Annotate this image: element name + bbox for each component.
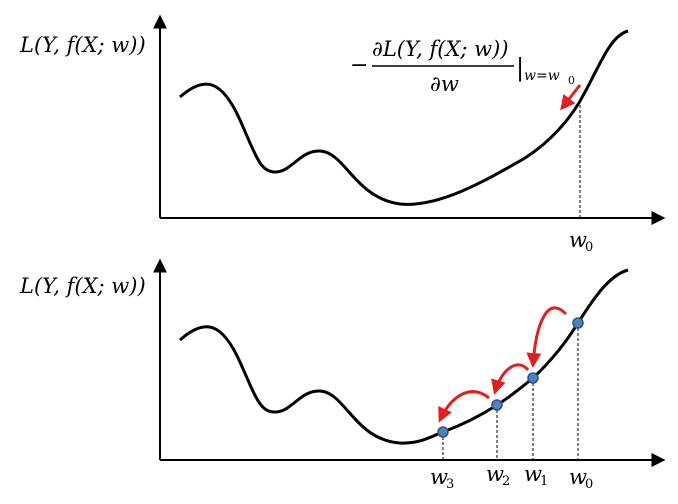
svg-text:w: w	[569, 465, 587, 489]
bottom-panel: L(Y, f(X; w)) w 3 w 2 w 1 w 0	[19, 258, 666, 492]
top-panel: L(Y, f(X; w)) − ∂L(Y, f(X; w)) ∂w | w=w …	[19, 14, 666, 255]
label-w2: w 2	[486, 462, 510, 489]
bottom-loss-curve	[179, 268, 629, 445]
top-w0-label: w 0	[569, 228, 593, 255]
svg-text:w: w	[430, 465, 448, 489]
top-loss-curve	[179, 29, 629, 206]
svg-text:0: 0	[585, 477, 593, 492]
top-y-label: L(Y, f(X; w))	[19, 33, 146, 57]
point-w0	[572, 317, 584, 329]
eval-bar: |	[516, 54, 524, 83]
svg-text:3: 3	[446, 477, 454, 492]
eval-subscript-index: 0	[568, 74, 575, 87]
top-gradient-arrow	[560, 84, 582, 111]
label-w1: w 1	[524, 462, 548, 489]
point-w2	[491, 399, 503, 411]
gradient-numerator: ∂L(Y, f(X; w))	[372, 37, 509, 61]
bottom-y-label: L(Y, f(X; w))	[19, 274, 146, 298]
svg-text:w: w	[486, 462, 504, 486]
label-w3: w 3	[430, 465, 454, 492]
svg-text:0: 0	[585, 240, 593, 255]
step-arrow-w1-w2	[491, 363, 530, 395]
svg-text:1: 1	[540, 474, 548, 489]
gradient-denominator: ∂w	[430, 72, 459, 96]
point-w1	[527, 372, 539, 384]
gradient-sign: −	[350, 53, 368, 78]
svg-text:w: w	[569, 228, 587, 252]
gradient-expression: − ∂L(Y, f(X; w)) ∂w | w=w 0	[350, 37, 575, 96]
svg-text:w: w	[524, 462, 542, 486]
eval-subscript: w=w	[524, 68, 560, 84]
step-arrow-w0-w1	[526, 306, 568, 368]
step-arrow-w2-w3	[438, 390, 490, 423]
label-w0: w 0	[569, 465, 593, 492]
point-w3	[437, 426, 449, 438]
svg-text:2: 2	[502, 474, 510, 489]
